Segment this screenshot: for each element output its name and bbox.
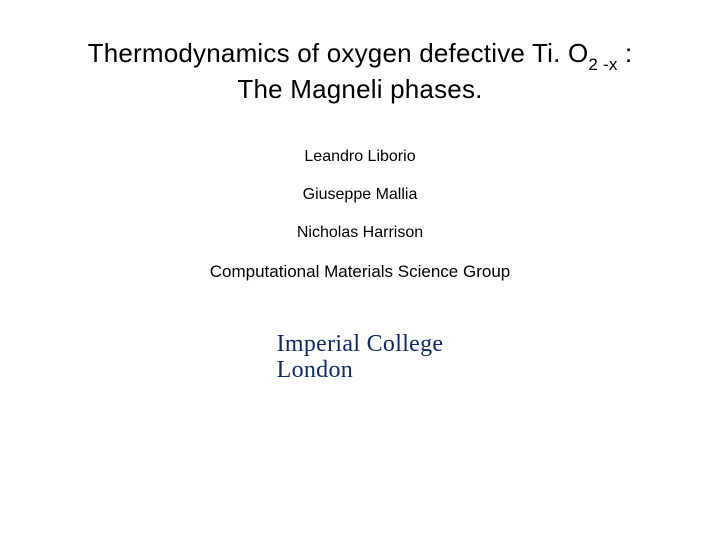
group-name: Computational Materials Science Group — [0, 262, 720, 282]
title-line-2: The Magneli phases. — [0, 74, 720, 105]
author-1: Leandro Liborio — [0, 148, 720, 166]
slide: Thermodynamics of oxygen defective Ti. O… — [0, 0, 720, 540]
title-pre: Thermodynamics of oxygen defective Ti. O — [88, 38, 589, 68]
title-block: Thermodynamics of oxygen defective Ti. O… — [0, 38, 720, 105]
title-subscript: 2 -x — [588, 55, 617, 74]
authors-block: Leandro Liborio Giuseppe Mallia Nicholas… — [0, 148, 720, 282]
logo-line-2: London — [277, 358, 444, 382]
author-2: Giuseppe Mallia — [0, 186, 720, 204]
author-3: Nicholas Harrison — [0, 224, 720, 242]
title-post: : — [618, 38, 633, 68]
title-line-1: Thermodynamics of oxygen defective Ti. O… — [0, 38, 720, 74]
logo-line-1: Imperial College — [277, 332, 444, 356]
institution-logo: Imperial College London — [277, 332, 444, 382]
